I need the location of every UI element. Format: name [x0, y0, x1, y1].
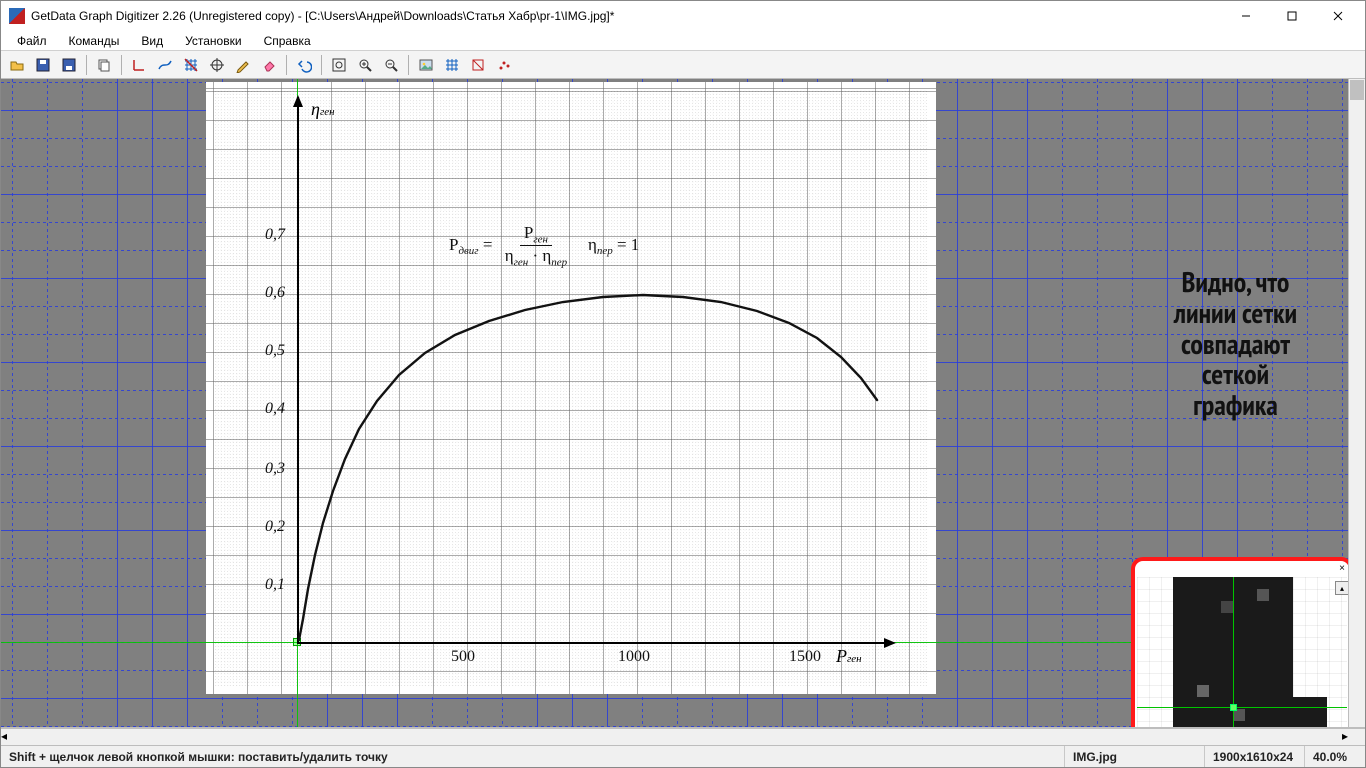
- menu-file[interactable]: Файл: [7, 32, 57, 50]
- crosshair-icon[interactable]: [205, 54, 229, 76]
- toolbar-separator: [321, 55, 322, 75]
- menu-view[interactable]: Вид: [131, 32, 173, 50]
- magnifier-up-button[interactable]: ▴: [1335, 581, 1348, 595]
- flag-icon[interactable]: [466, 54, 490, 76]
- open-icon[interactable]: [5, 54, 29, 76]
- minimize-button[interactable]: [1223, 1, 1269, 31]
- magnifier-titlebar[interactable]: ×: [1135, 561, 1348, 575]
- x-tick-label: 1500: [789, 648, 821, 666]
- zoom-in-icon[interactable]: [353, 54, 377, 76]
- undo-icon[interactable]: [292, 54, 316, 76]
- annotation-callout: Видно, чтолинии сеткисовпадаютсеткойграф…: [1123, 267, 1348, 421]
- workspace[interactable]: 0,10,20,30,40,50,60,7 50010001500 ηген P…: [1, 79, 1365, 728]
- grid-icon[interactable]: [440, 54, 464, 76]
- maximize-button[interactable]: [1269, 1, 1315, 31]
- menu-commands[interactable]: Команды: [59, 32, 130, 50]
- grid-remove-icon[interactable]: [179, 54, 203, 76]
- copy-icon[interactable]: [92, 54, 116, 76]
- menu-settings[interactable]: Установки: [175, 32, 251, 50]
- toolbar: [1, 51, 1365, 79]
- toolbar-separator: [86, 55, 87, 75]
- toolbar-separator: [121, 55, 122, 75]
- annotation-line: графика: [1123, 390, 1348, 421]
- magnifier-close-icon[interactable]: ×: [1339, 563, 1345, 574]
- zoom-out-icon[interactable]: [379, 54, 403, 76]
- scrollbar-corner: [1348, 729, 1365, 746]
- status-dimensions: 1900x1610x24: [1205, 746, 1305, 767]
- axes-icon[interactable]: [127, 54, 151, 76]
- image-icon[interactable]: [414, 54, 438, 76]
- magnifier-pixel: [1197, 685, 1209, 697]
- menu-bar: Файл Команды Вид Установки Справка: [1, 31, 1365, 51]
- magnifier-cross-h: [1137, 707, 1347, 708]
- scrollbar-thumb[interactable]: [1350, 80, 1364, 100]
- x-tick-label: 1000: [618, 648, 650, 666]
- status-hint: Shift + щелчок левой кнопкой мышки: пост…: [1, 746, 1065, 767]
- horizontal-scrollbar[interactable]: [7, 729, 1342, 745]
- x-tick-label: 500: [451, 648, 475, 666]
- graph-curve: [1, 79, 887, 650]
- magnifier-vscroll[interactable]: ▴ ▾: [1335, 581, 1348, 727]
- line-icon[interactable]: [153, 54, 177, 76]
- annotation-line: линии сетки: [1123, 298, 1348, 329]
- magnifier-panel[interactable]: × ▴ ▾: [1131, 557, 1348, 727]
- eraser-icon[interactable]: [257, 54, 281, 76]
- magnifier-pixel: [1221, 601, 1233, 613]
- magnifier-pixel: [1257, 589, 1269, 601]
- close-button[interactable]: [1315, 1, 1361, 31]
- menu-help[interactable]: Справка: [254, 32, 321, 50]
- window-title: GetData Graph Digitizer 2.26 (Unregister…: [31, 9, 1223, 23]
- vertical-scrollbar[interactable]: [1348, 79, 1365, 727]
- points-icon[interactable]: [492, 54, 516, 76]
- title-bar: GetData Graph Digitizer 2.26 (Unregister…: [1, 1, 1365, 31]
- fit-icon[interactable]: [327, 54, 351, 76]
- status-bar: Shift + щелчок левой кнопкой мышки: пост…: [1, 745, 1365, 767]
- toolbar-separator: [286, 55, 287, 75]
- status-filename: IMG.jpg: [1065, 746, 1205, 767]
- horizontal-scrollbar-row: ◂ ▸: [1, 728, 1365, 745]
- app-icon: [9, 8, 25, 24]
- window-buttons: [1223, 1, 1361, 31]
- pencil-icon[interactable]: [231, 54, 255, 76]
- magnifier-view: [1137, 577, 1347, 727]
- status-zoom: 40.0%: [1305, 746, 1365, 767]
- magnifier-center-icon: [1230, 704, 1237, 711]
- magnifier-pixel-block: [1267, 697, 1327, 727]
- toolbar-separator: [408, 55, 409, 75]
- save-icon[interactable]: [31, 54, 55, 76]
- canvas[interactable]: 0,10,20,30,40,50,60,7 50010001500 ηген P…: [1, 79, 1348, 727]
- application-window: GetData Graph Digitizer 2.26 (Unregister…: [0, 0, 1366, 768]
- export-icon[interactable]: [57, 54, 81, 76]
